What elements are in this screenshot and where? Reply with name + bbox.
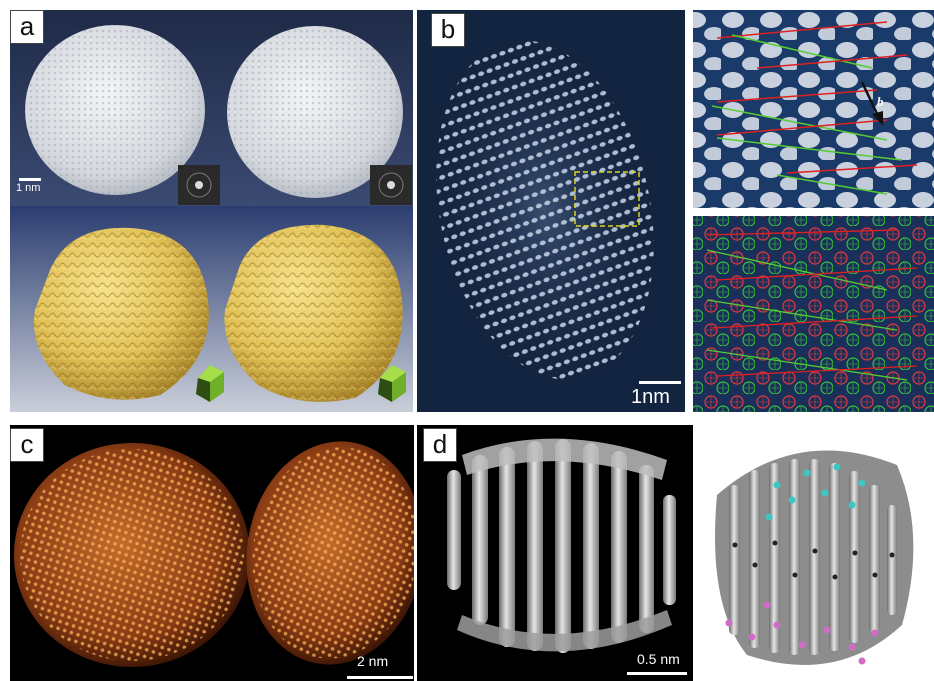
panel-a-scale-label: 1 nm — [16, 182, 41, 194]
panel-b-scale-bar — [639, 381, 681, 384]
panel-a-label: a — [10, 10, 44, 44]
panel-d-label: d — [423, 428, 457, 462]
panel-b-scale-label: 1nm — [631, 386, 670, 408]
polyhedron-icon-left — [196, 365, 224, 402]
panel-a: a 1 nm — [10, 10, 413, 412]
panel-b-arrow-label: b — [877, 94, 884, 109]
polyhedron-icon-right — [378, 365, 406, 402]
panel-d-graphic — [417, 425, 934, 681]
panel-b-label: b — [431, 13, 465, 47]
selection-box — [574, 171, 640, 227]
arrow-b-icon — [860, 81, 881, 119]
zigzag-lines — [711, 21, 918, 195]
panel-a-scale-bar — [19, 178, 41, 181]
panel-c-scale-label: 2 nm — [357, 653, 389, 669]
panel-c-scale-bar — [347, 676, 413, 679]
panel-c-graphic — [10, 425, 414, 681]
panel-b-graphic — [417, 10, 934, 412]
panel-b: b 1nm b — [417, 10, 934, 412]
panel-d-scale-bar — [627, 672, 687, 675]
panel-c-label: c — [10, 428, 44, 462]
panel-d: d 0.5 nm — [417, 425, 934, 681]
density-map-right — [715, 450, 914, 665]
mesh-lines — [706, 229, 918, 381]
panel-c: c 2 nm — [10, 425, 414, 681]
density-map-left — [447, 438, 676, 653]
panel-a-graphic — [10, 10, 413, 412]
panel-d-scale-label: 0.5 nm — [637, 651, 680, 667]
